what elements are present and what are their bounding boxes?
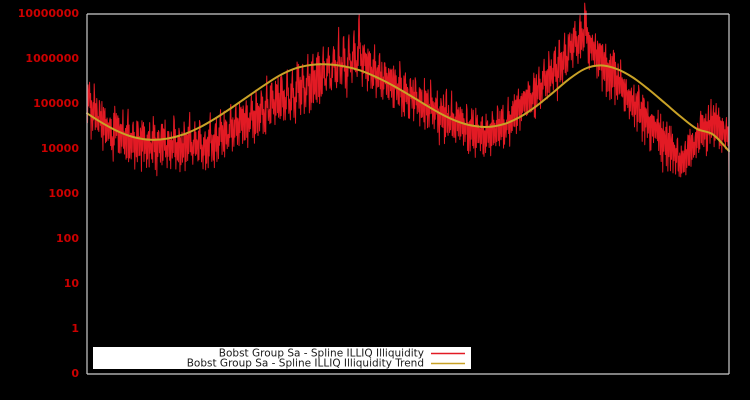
legend-entry-illiquidity[interactable]: Bobst Group Sa - Spline ILLIQ Illiquidit… [219,348,465,360]
y-tick-label-1000: 1000 [48,187,79,200]
y-tick-label-1000000: 1000000 [25,52,79,65]
y-tick-label-10: 10 [64,277,80,290]
plot-axes-frame [86,13,730,375]
y-tick-label-100000: 100000 [33,97,79,110]
data-series-group [86,2,730,191]
legend-label-illiquidity: Bobst Group Sa - Spline ILLIQ Illiquidit… [219,348,424,360]
legend-label-trend: Bobst Group Sa - Spline ILLIQ Illiquidit… [187,358,424,370]
legend-background [93,347,471,369]
y-tick-label-0: 0 [71,367,79,380]
legend-entry-trend[interactable]: Bobst Group Sa - Spline ILLIQ Illiquidit… [187,358,465,370]
y-tick-label-1: 1 [71,322,79,335]
plot-area-background [87,14,729,374]
y-tick-label-100: 100 [56,232,79,245]
series-line-trend [86,63,730,153]
y-tick-label-10000: 10000 [41,142,80,155]
y-tick-label-10000000: 10000000 [18,7,80,20]
series-line-illiquidity [86,2,730,191]
chart-legend[interactable]: Bobst Group Sa - Spline ILLIQ Illiquidit… [93,347,471,370]
